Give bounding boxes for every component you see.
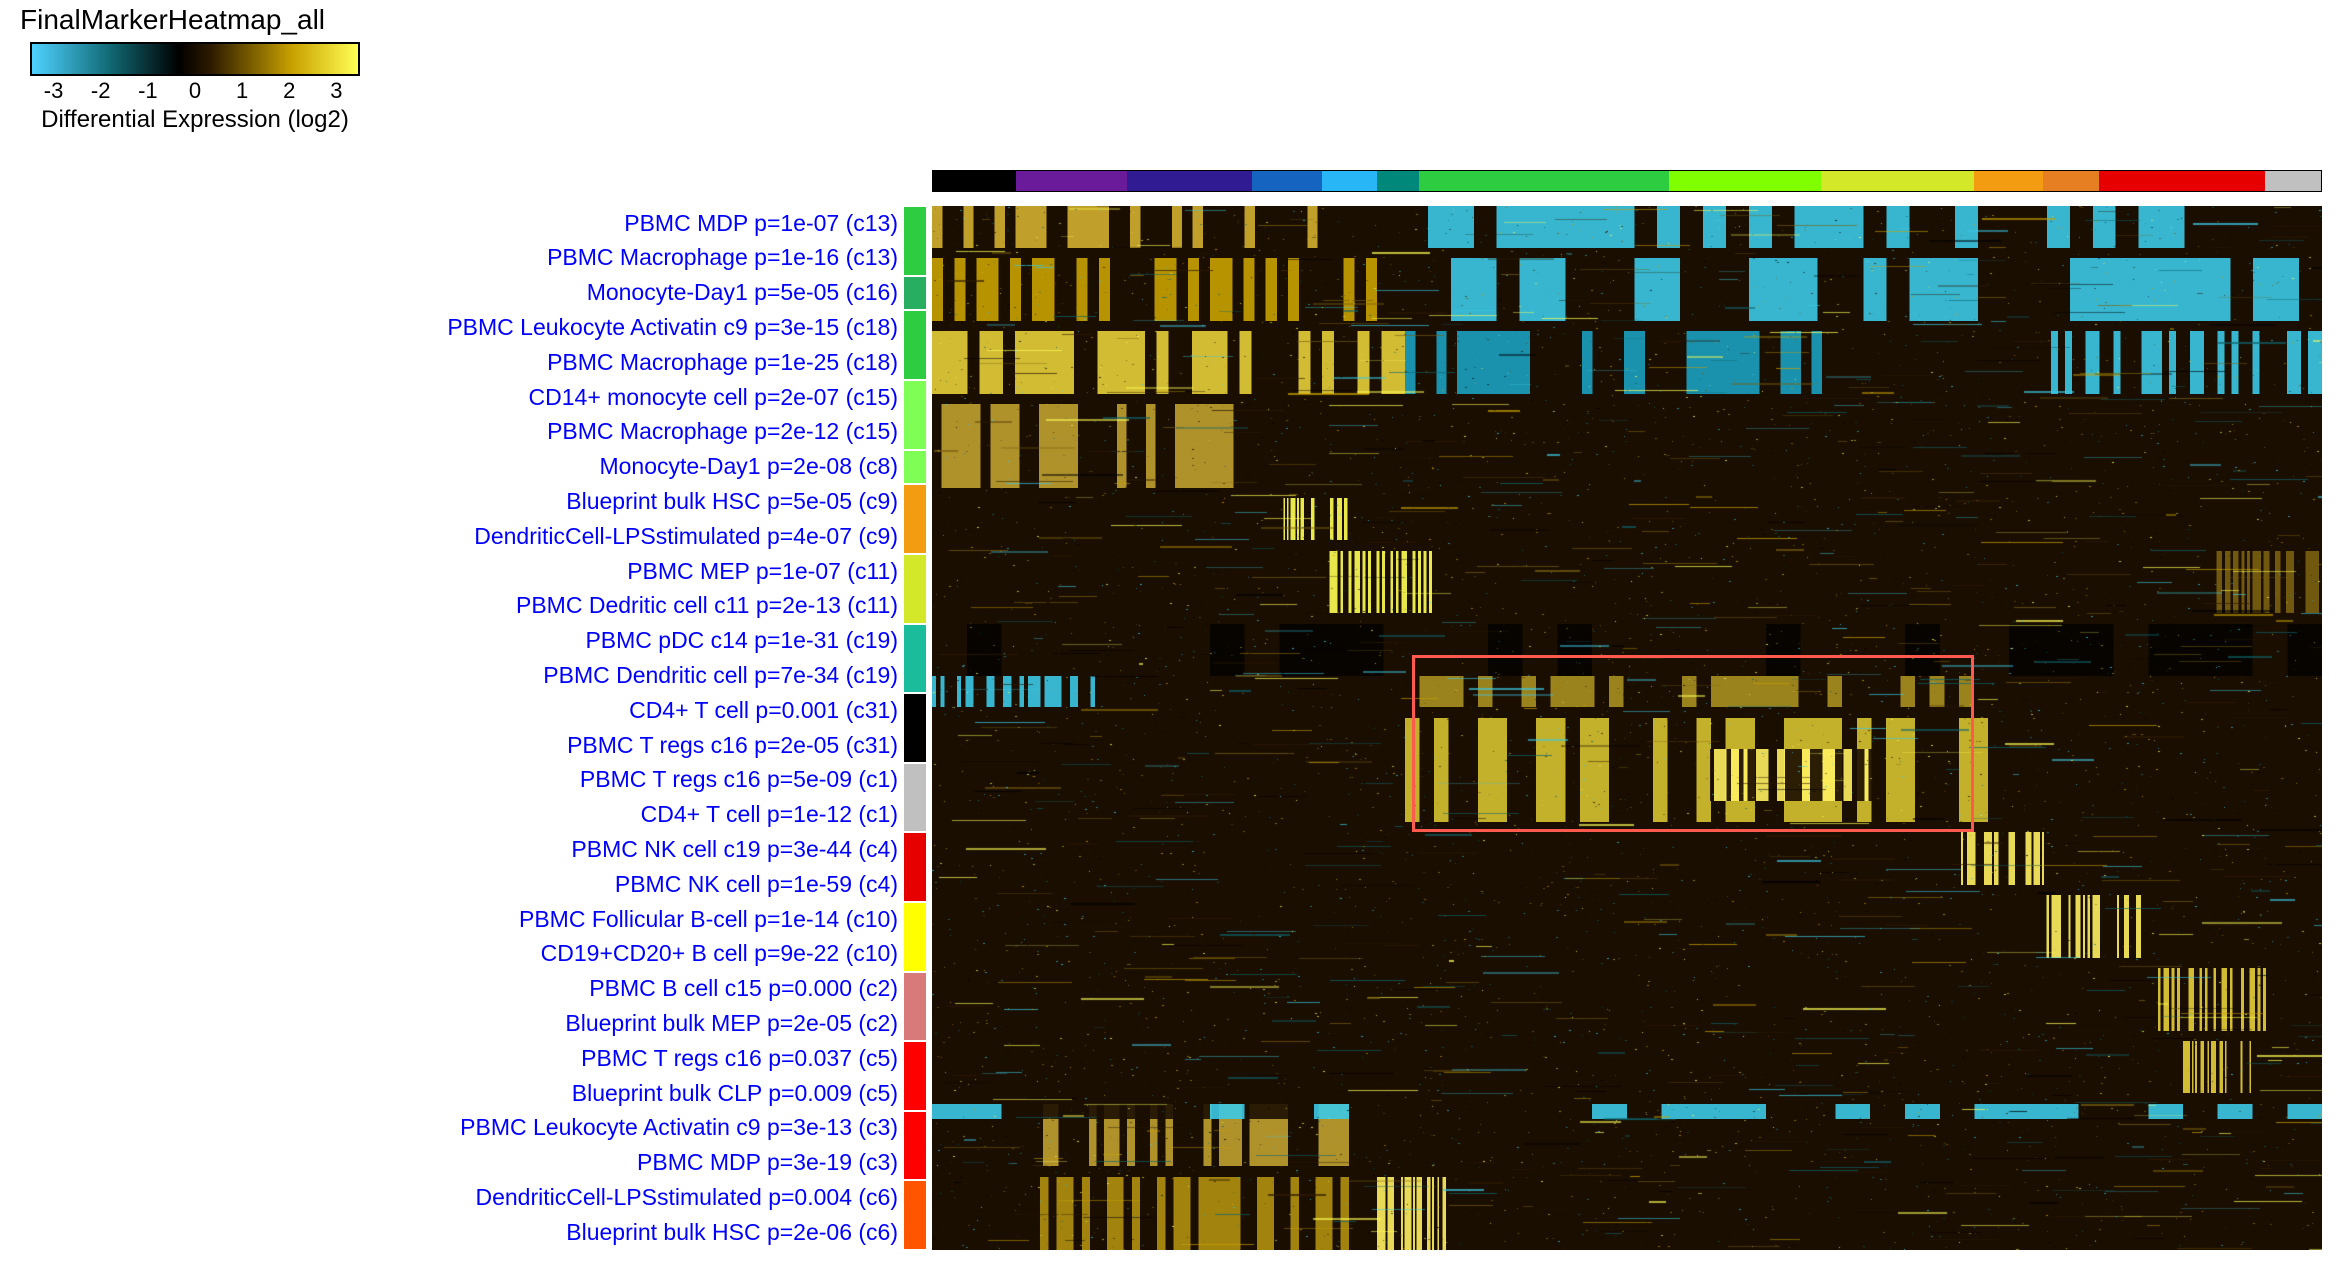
colorbar-tick: 2 [283, 78, 295, 104]
row-label: PBMC Leukocyte Activatin c9 p=3e-15 (c18… [447, 314, 898, 341]
row-group-color [904, 1180, 926, 1250]
colorbar-tick: 1 [236, 78, 248, 104]
colorbar-tick: -3 [44, 78, 64, 104]
row-label: PBMC Macrophage p=2e-12 (c15) [547, 418, 898, 445]
row-group-color [904, 450, 926, 485]
row-label: CD19+CD20+ B cell p=9e-22 (c10) [541, 940, 898, 967]
row-group-color [904, 310, 926, 380]
row-label: PBMC Dedritic cell c11 p=2e-13 (c11) [516, 592, 898, 619]
column-cluster-segment [933, 171, 1016, 191]
row-group-color [904, 206, 926, 276]
row-group-color [904, 484, 926, 554]
row-label: CD14+ monocyte cell p=2e-07 (c15) [529, 384, 898, 411]
page-root: FinalMarkerHeatmap_all -3 -2 -1 0 1 2 3 Differ… [0, 0, 2342, 1262]
heatmap-noise-canvas [932, 206, 2322, 1250]
column-cluster-segment [1377, 171, 1419, 191]
row-label: PBMC Follicular B-cell p=1e-14 (c10) [519, 906, 898, 933]
column-cluster-segment [1322, 171, 1378, 191]
colorbar-gradient [30, 42, 360, 76]
row-group-color [904, 832, 926, 902]
row-group-color [904, 902, 926, 972]
row-group-color [904, 276, 926, 311]
column-cluster-segment [1669, 171, 1822, 191]
row-label: PBMC MEP p=1e-07 (c11) [627, 558, 898, 585]
colorbar-tick: 0 [189, 78, 201, 104]
column-cluster-segment [1252, 171, 1321, 191]
column-cluster-segment [2265, 171, 2321, 191]
column-cluster-segment [2099, 171, 2266, 191]
row-color-column [904, 206, 926, 1250]
row-group-color [904, 380, 926, 450]
row-label: PBMC T regs c16 p=2e-05 (c31) [567, 732, 898, 759]
row-label: PBMC B cell c15 p=0.000 (c2) [589, 975, 898, 1002]
row-group-color [904, 554, 926, 624]
row-label: Monocyte-Day1 p=5e-05 (c16) [587, 279, 898, 306]
colorbar-tick: -1 [138, 78, 158, 104]
row-group-color [904, 972, 926, 1042]
row-labels: PBMC MDP p=1e-07 (c13) PBMC Macrophage p=… [0, 206, 900, 1250]
chart-title: FinalMarkerHeatmap_all [20, 4, 325, 36]
column-cluster-segment [1821, 171, 1974, 191]
row-label: PBMC Macrophage p=1e-16 (c13) [547, 244, 898, 271]
row-label: PBMC Leukocyte Activatin c9 p=3e-13 (c3) [460, 1114, 898, 1141]
row-label: PBMC T regs c16 p=0.037 (c5) [581, 1045, 898, 1072]
row-label: CD4+ T cell p=1e-12 (c1) [641, 801, 898, 828]
row-label: Blueprint bulk HSC p=2e-06 (c6) [566, 1219, 898, 1246]
column-cluster-segment [1974, 171, 2043, 191]
row-label: PBMC NK cell p=1e-59 (c4) [615, 871, 898, 898]
row-group-color [904, 1111, 926, 1181]
colorbar: -3 -2 -1 0 1 2 3 Differential Expression (log2… [30, 42, 360, 134]
colorbar-label: Differential Expression (log2) [30, 106, 360, 134]
row-label: CD4+ T cell p=0.001 (c31) [629, 697, 898, 724]
row-label: Blueprint bulk CLP p=0.009 (c5) [572, 1080, 898, 1107]
row-label: Monocyte-Day1 p=2e-08 (c8) [599, 453, 898, 480]
column-cluster-segment [1016, 171, 1127, 191]
row-label: PBMC Macrophage p=1e-25 (c18) [547, 349, 898, 376]
column-cluster-segment [1127, 171, 1252, 191]
row-label: Blueprint bulk HSC p=5e-05 (c9) [566, 488, 898, 515]
colorbar-tick: 3 [330, 78, 342, 104]
row-label: PBMC MDP p=1e-07 (c13) [624, 210, 898, 237]
column-cluster-segment [2043, 171, 2099, 191]
colorbar-ticks: -3 -2 -1 0 1 2 3 [30, 78, 360, 104]
heatmap [932, 206, 2322, 1250]
row-label: PBMC T regs c16 p=5e-09 (c1) [580, 766, 898, 793]
row-label: Blueprint bulk MEP p=2e-05 (c2) [565, 1010, 898, 1037]
row-label: PBMC Dendritic cell p=7e-34 (c19) [543, 662, 898, 689]
row-label: DendriticCell-LPSstimulated p=0.004 (c6) [475, 1184, 898, 1211]
column-cluster-segment [1419, 171, 1669, 191]
row-label: DendriticCell-LPSstimulated p=4e-07 (c9) [474, 523, 898, 550]
row-label: PBMC NK cell c19 p=3e-44 (c4) [571, 836, 898, 863]
colorbar-tick: -2 [91, 78, 111, 104]
row-label: PBMC MDP p=3e-19 (c3) [637, 1149, 898, 1176]
row-group-color [904, 763, 926, 833]
column-cluster-bar [932, 170, 2322, 192]
row-group-color [904, 624, 926, 694]
row-group-color [904, 693, 926, 763]
row-label: PBMC pDC c14 p=1e-31 (c19) [585, 627, 898, 654]
row-group-color [904, 1041, 926, 1111]
